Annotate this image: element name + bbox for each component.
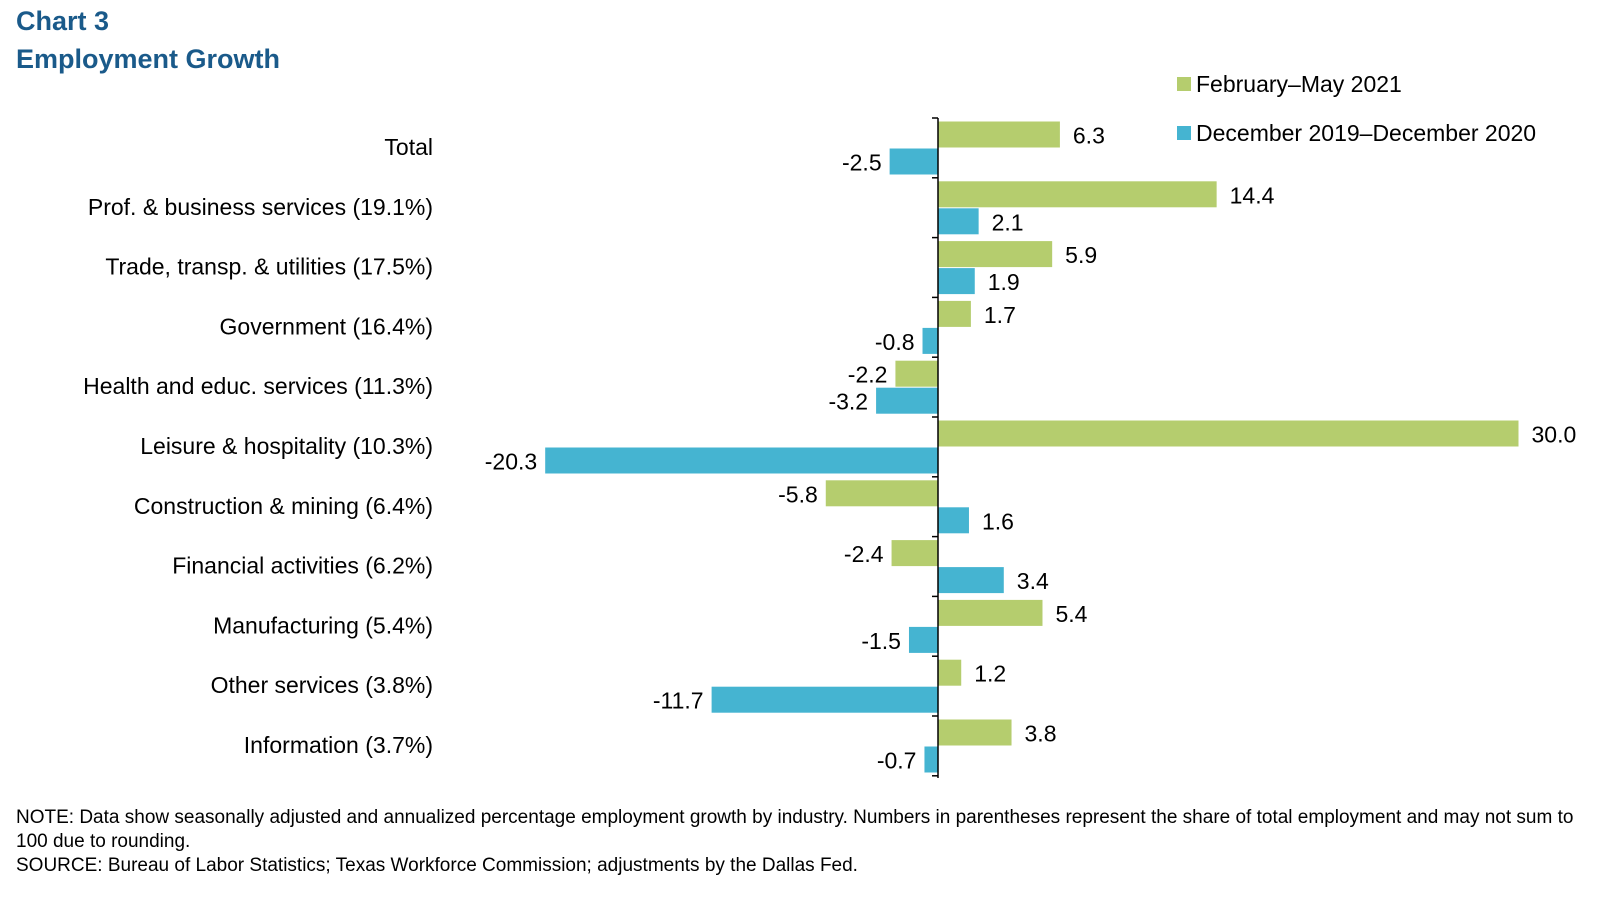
chart-number: Chart 3 [16, 6, 110, 36]
data-label: -2.2 [848, 362, 888, 388]
bar-feb-may-2021 [938, 599, 1043, 626]
category-label: Manufacturing (5.4%) [213, 612, 433, 638]
bar-feb-may-2021 [938, 659, 962, 686]
bar-dec2019-dec2020 [711, 686, 938, 713]
data-label: 3.8 [1025, 721, 1057, 747]
bar-feb-may-2021 [938, 121, 1060, 148]
category-label: Construction & mining (6.4%) [134, 493, 433, 519]
category-label: Information (3.7%) [244, 732, 433, 758]
data-label: -5.8 [778, 481, 818, 507]
bar-dec2019-dec2020 [545, 447, 938, 474]
data-label: -3.2 [828, 389, 868, 415]
data-label: 2.1 [992, 209, 1024, 235]
data-label: -1.5 [861, 628, 901, 654]
bar-dec2019-dec2020 [908, 626, 938, 653]
bar-feb-may-2021 [895, 360, 938, 387]
category-label: Government (16.4%) [220, 313, 433, 339]
bar-feb-may-2021 [938, 241, 1053, 268]
bar-feb-may-2021 [938, 300, 971, 327]
data-label: 5.4 [1055, 601, 1087, 627]
data-label: -2.5 [842, 150, 882, 176]
category-label: Prof. & business services (19.1%) [88, 194, 433, 220]
bar-dec2019-dec2020 [889, 148, 938, 175]
bar-dec2019-dec2020 [924, 746, 938, 773]
bar-feb-may-2021 [825, 480, 938, 507]
bar-feb-may-2021 [938, 181, 1217, 208]
data-label: 6.3 [1073, 123, 1105, 149]
data-label: 1.9 [988, 269, 1020, 295]
legend-swatch [1177, 77, 1191, 91]
chart-title: Employment Growth [16, 44, 281, 74]
bar-dec2019-dec2020 [876, 387, 938, 414]
legend-swatch [1177, 126, 1191, 140]
legend-label: February–May 2021 [1196, 71, 1402, 97]
bar-dec2019-dec2020 [938, 567, 1004, 594]
data-label: -2.4 [844, 541, 884, 567]
category-label: Trade, transp. & utilities (17.5%) [105, 254, 433, 280]
data-label: 30.0 [1532, 422, 1577, 448]
bar-dec2019-dec2020 [938, 208, 979, 235]
data-label: 14.4 [1230, 182, 1275, 208]
category-label: Health and educ. services (11.3%) [83, 373, 433, 399]
title-block: Chart 3 Employment Growth [16, 2, 280, 78]
note-text: NOTE: Data show seasonally adjusted and … [16, 807, 1574, 852]
data-label: -0.7 [877, 748, 917, 774]
bar-feb-may-2021 [938, 420, 1519, 447]
data-label: 1.6 [982, 508, 1014, 534]
data-label: -20.3 [485, 449, 537, 475]
data-label: 5.9 [1065, 242, 1097, 268]
data-label: -11.7 [653, 688, 704, 714]
footnotes: NOTE: Data show seasonally adjusted and … [16, 806, 1606, 878]
data-label: 1.7 [984, 302, 1016, 328]
bar-feb-may-2021 [891, 540, 938, 567]
legend-label: December 2019–December 2020 [1196, 120, 1536, 146]
data-label: 3.4 [1017, 568, 1049, 594]
data-label: -0.8 [875, 329, 915, 355]
category-label: Total [384, 134, 433, 160]
bar-dec2019-dec2020 [938, 268, 975, 295]
category-label: Financial activities (6.2%) [172, 553, 433, 579]
data-label: 1.2 [974, 661, 1006, 687]
source-text: SOURCE: Bureau of Labor Statistics; Texa… [16, 855, 858, 876]
category-label: Other services (3.8%) [211, 672, 433, 698]
bar-dec2019-dec2020 [922, 327, 938, 354]
bar-dec2019-dec2020 [938, 507, 969, 534]
bar-feb-may-2021 [938, 719, 1012, 746]
category-label: Leisure & hospitality (10.3%) [140, 433, 433, 459]
